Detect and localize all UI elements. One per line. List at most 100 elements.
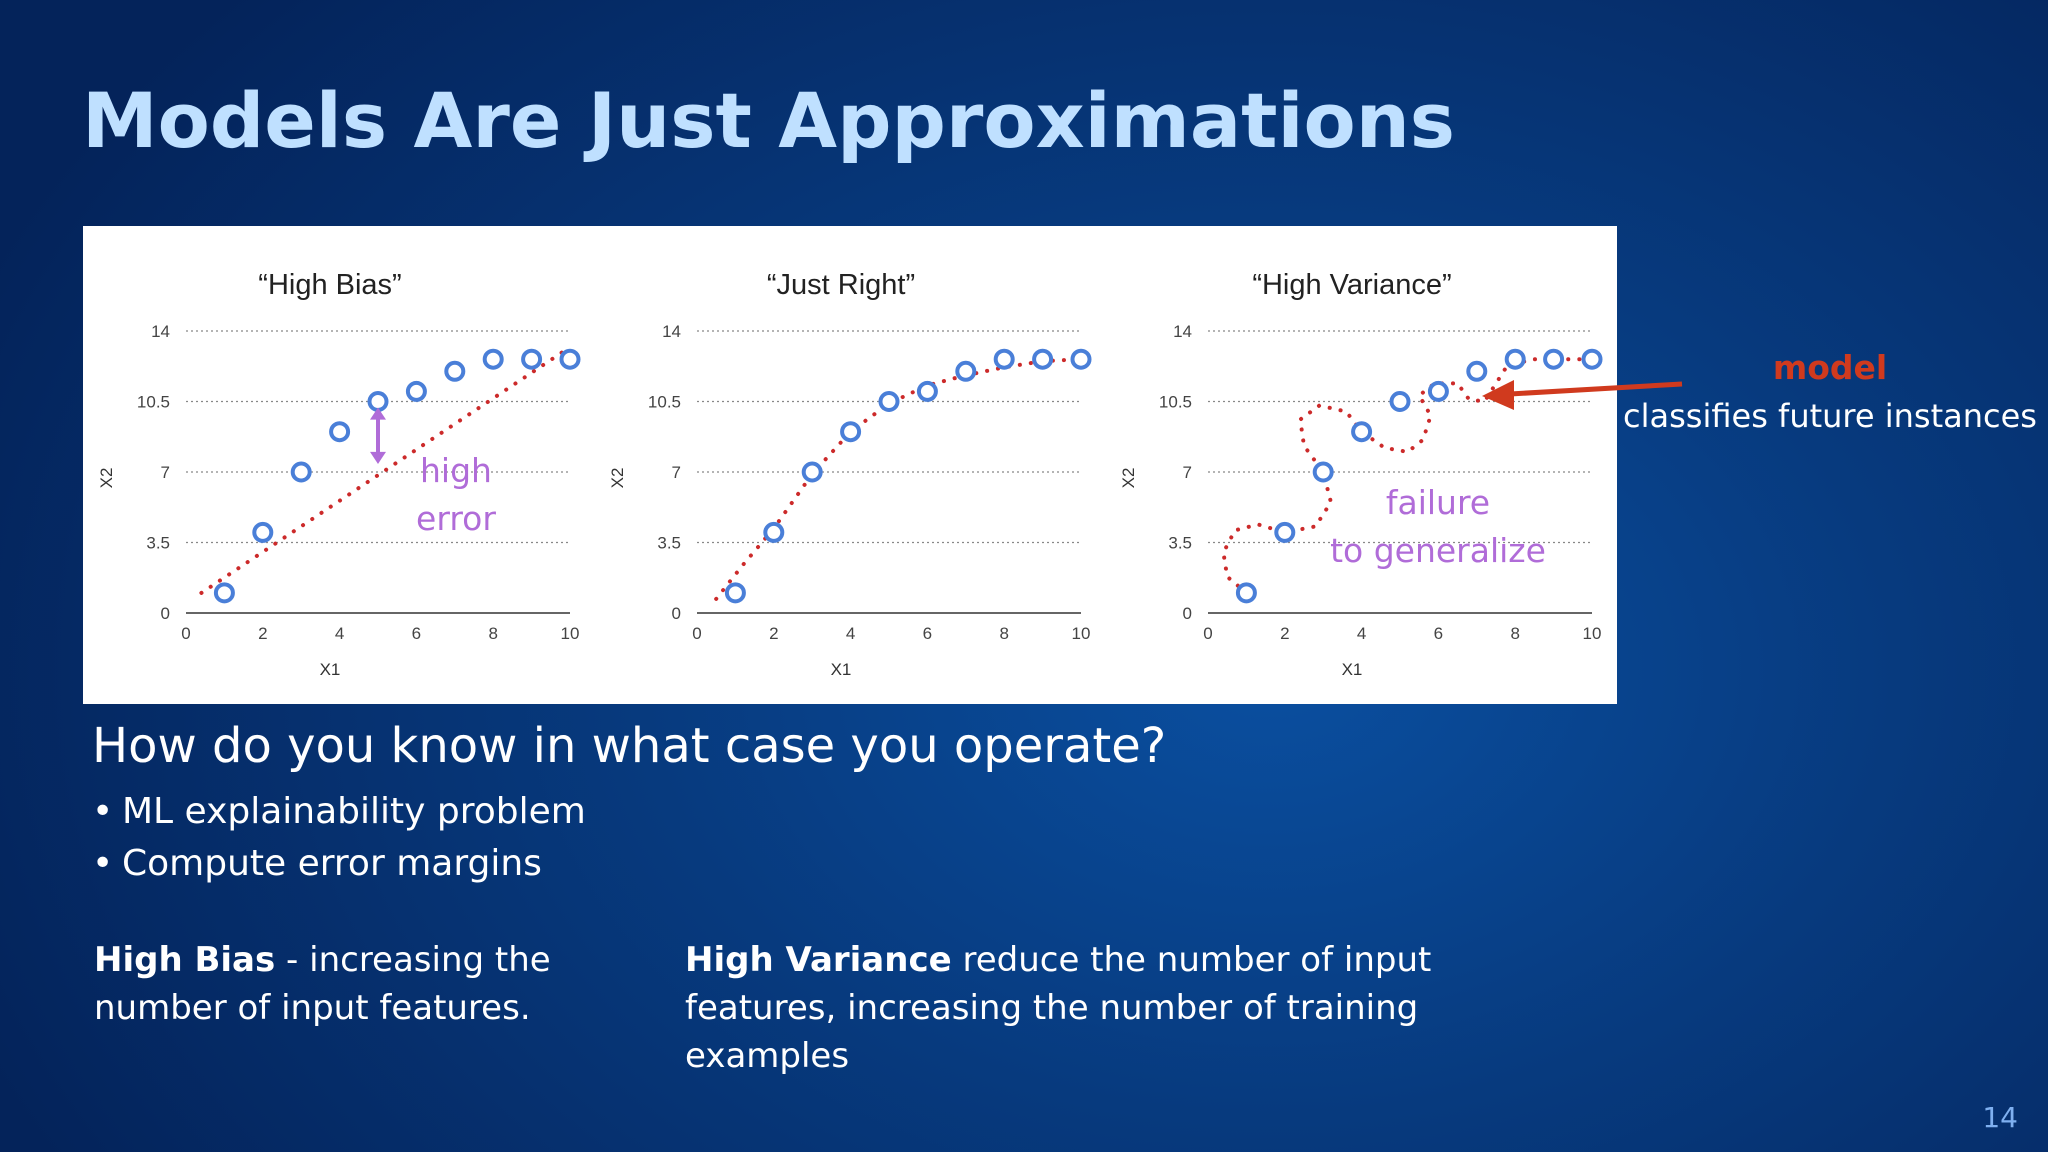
bias-variance-figure: “High Bias” 0 3.5 7 10.5 14 0 2 4 6 8 10 X1 X2 high err…	[83, 226, 1617, 704]
data-point	[1235, 582, 1257, 604]
slide-title: Models Are Just Approximations	[82, 76, 1456, 165]
high-variance-label: High Variance	[685, 940, 952, 980]
chart-panel-3: “High Variance” 0 3.5 7 10.5 14 0 2 4 6 8 10 X1 X2 fai…	[1119, 269, 1603, 679]
bullet-text: Compute error margins	[122, 843, 542, 884]
data-point	[1581, 348, 1603, 370]
x-tick-label: 8	[999, 624, 1008, 643]
x-tick-label: 10	[561, 624, 580, 643]
high-bias-remedy: High Bias - increasing the number of inp…	[94, 936, 614, 1032]
data-point	[444, 360, 466, 382]
x-tick-label: 6	[923, 624, 932, 643]
error-arrow-head-icon	[370, 451, 386, 464]
high-variance-text: reduce the number of input features, inc…	[685, 940, 1432, 1076]
annotation-text: to generalize	[1330, 531, 1546, 570]
model-fit-line	[1221, 357, 1594, 595]
y-tick-label: 0	[1183, 604, 1192, 623]
y-axis-label: X2	[1119, 468, 1138, 489]
x-tick-label: 10	[1072, 624, 1091, 643]
data-point	[1427, 380, 1449, 402]
chart-panel-2: “Just Right” 0 3.5 7 10.5 14 0 2 4 6 8 10 X1 X2	[608, 269, 1092, 679]
x-tick-label: 4	[1357, 624, 1366, 643]
x-tick-label: 0	[1203, 624, 1212, 643]
y-tick-label: 7	[1183, 463, 1192, 482]
y-tick-label: 7	[672, 463, 681, 482]
x-axis-label: X1	[1342, 660, 1363, 679]
x-tick-label: 8	[488, 624, 497, 643]
x-tick-label: 2	[1280, 624, 1289, 643]
model-caption: classifies future instances	[1623, 397, 2037, 435]
annotation-text: high	[420, 451, 492, 490]
y-axis-label: X2	[608, 468, 627, 489]
data-point	[1543, 348, 1565, 370]
bullet-item: • Compute error margins	[92, 838, 586, 890]
y-tick-label: 7	[161, 463, 170, 482]
y-tick-label: 0	[672, 604, 681, 623]
x-tick-label: 2	[769, 624, 778, 643]
model-fit-line	[714, 357, 1083, 601]
data-point	[1504, 348, 1526, 370]
data-point	[1312, 461, 1334, 483]
x-tick-label: 6	[1434, 624, 1443, 643]
data-point	[559, 348, 581, 370]
data-point	[955, 360, 977, 382]
y-tick-label: 10.5	[648, 393, 681, 412]
model-annotation: model classifies future instances	[1620, 344, 2040, 440]
x-tick-label: 4	[335, 624, 344, 643]
y-tick-label: 3.5	[146, 534, 170, 553]
data-point	[840, 421, 862, 443]
y-tick-label: 3.5	[1168, 534, 1192, 553]
x-tick-label: 0	[692, 624, 701, 643]
y-tick-label: 10.5	[1159, 393, 1192, 412]
data-point	[1274, 521, 1296, 543]
data-point	[1389, 391, 1411, 412]
data-point	[916, 380, 938, 402]
model-label: model	[1772, 348, 1888, 387]
data-point	[290, 461, 312, 483]
x-tick-label: 0	[181, 624, 190, 643]
data-point	[367, 391, 389, 412]
chart-panel-1: “High Bias” 0 3.5 7 10.5 14 0 2 4 6 8 10 X1 X2 high err…	[97, 269, 581, 679]
data-point	[763, 521, 785, 543]
data-point	[1351, 421, 1373, 443]
error-arrow-head-icon	[370, 407, 386, 420]
data-point	[1466, 360, 1488, 382]
data-point	[213, 582, 235, 604]
data-point	[878, 391, 900, 412]
y-tick-label: 10.5	[137, 393, 170, 412]
bullet-dot-icon: •	[92, 791, 114, 832]
data-point	[1032, 348, 1054, 370]
bias-variance-charts: “High Bias” 0 3.5 7 10.5 14 0 2 4 6 8 10 X1 X2 high err…	[97, 269, 1603, 679]
x-tick-label: 10	[1583, 624, 1602, 643]
y-tick-label: 0	[161, 604, 170, 623]
bullet-text: ML explainability problem	[122, 791, 586, 832]
y-tick-label: 14	[1173, 322, 1192, 341]
y-tick-label: 14	[151, 322, 170, 341]
high-bias-text: - increasing the number of input feature…	[94, 940, 551, 1028]
x-axis-label: X1	[831, 660, 852, 679]
data-point	[993, 348, 1015, 370]
bullet-item: • ML explainability problem	[92, 786, 586, 838]
y-axis-label: X2	[97, 468, 116, 489]
page-number: 14	[1982, 1101, 2018, 1134]
y-tick-label: 14	[662, 322, 681, 341]
data-point	[724, 582, 746, 604]
x-axis-label: X1	[320, 660, 341, 679]
high-variance-remedy: High Variance reduce the number of input…	[685, 936, 1585, 1080]
data-point	[1070, 348, 1092, 370]
question-text: How do you know in what case you operate…	[92, 718, 1167, 774]
chart-title: “High Variance”	[1252, 269, 1451, 301]
annotation-text: failure	[1386, 483, 1490, 522]
x-tick-label: 6	[412, 624, 421, 643]
bullet-list: • ML explainability problem • Compute erro…	[92, 786, 586, 890]
y-tick-label: 3.5	[657, 534, 681, 553]
x-tick-label: 2	[258, 624, 267, 643]
data-point	[521, 348, 543, 370]
x-tick-label: 8	[1510, 624, 1519, 643]
model-fit-line	[199, 345, 572, 595]
chart-title: “High Bias”	[258, 269, 401, 301]
high-bias-label: High Bias	[94, 940, 276, 980]
data-point	[329, 421, 351, 443]
bullet-dot-icon: •	[92, 843, 114, 884]
data-point	[252, 521, 274, 543]
data-point	[405, 380, 427, 402]
